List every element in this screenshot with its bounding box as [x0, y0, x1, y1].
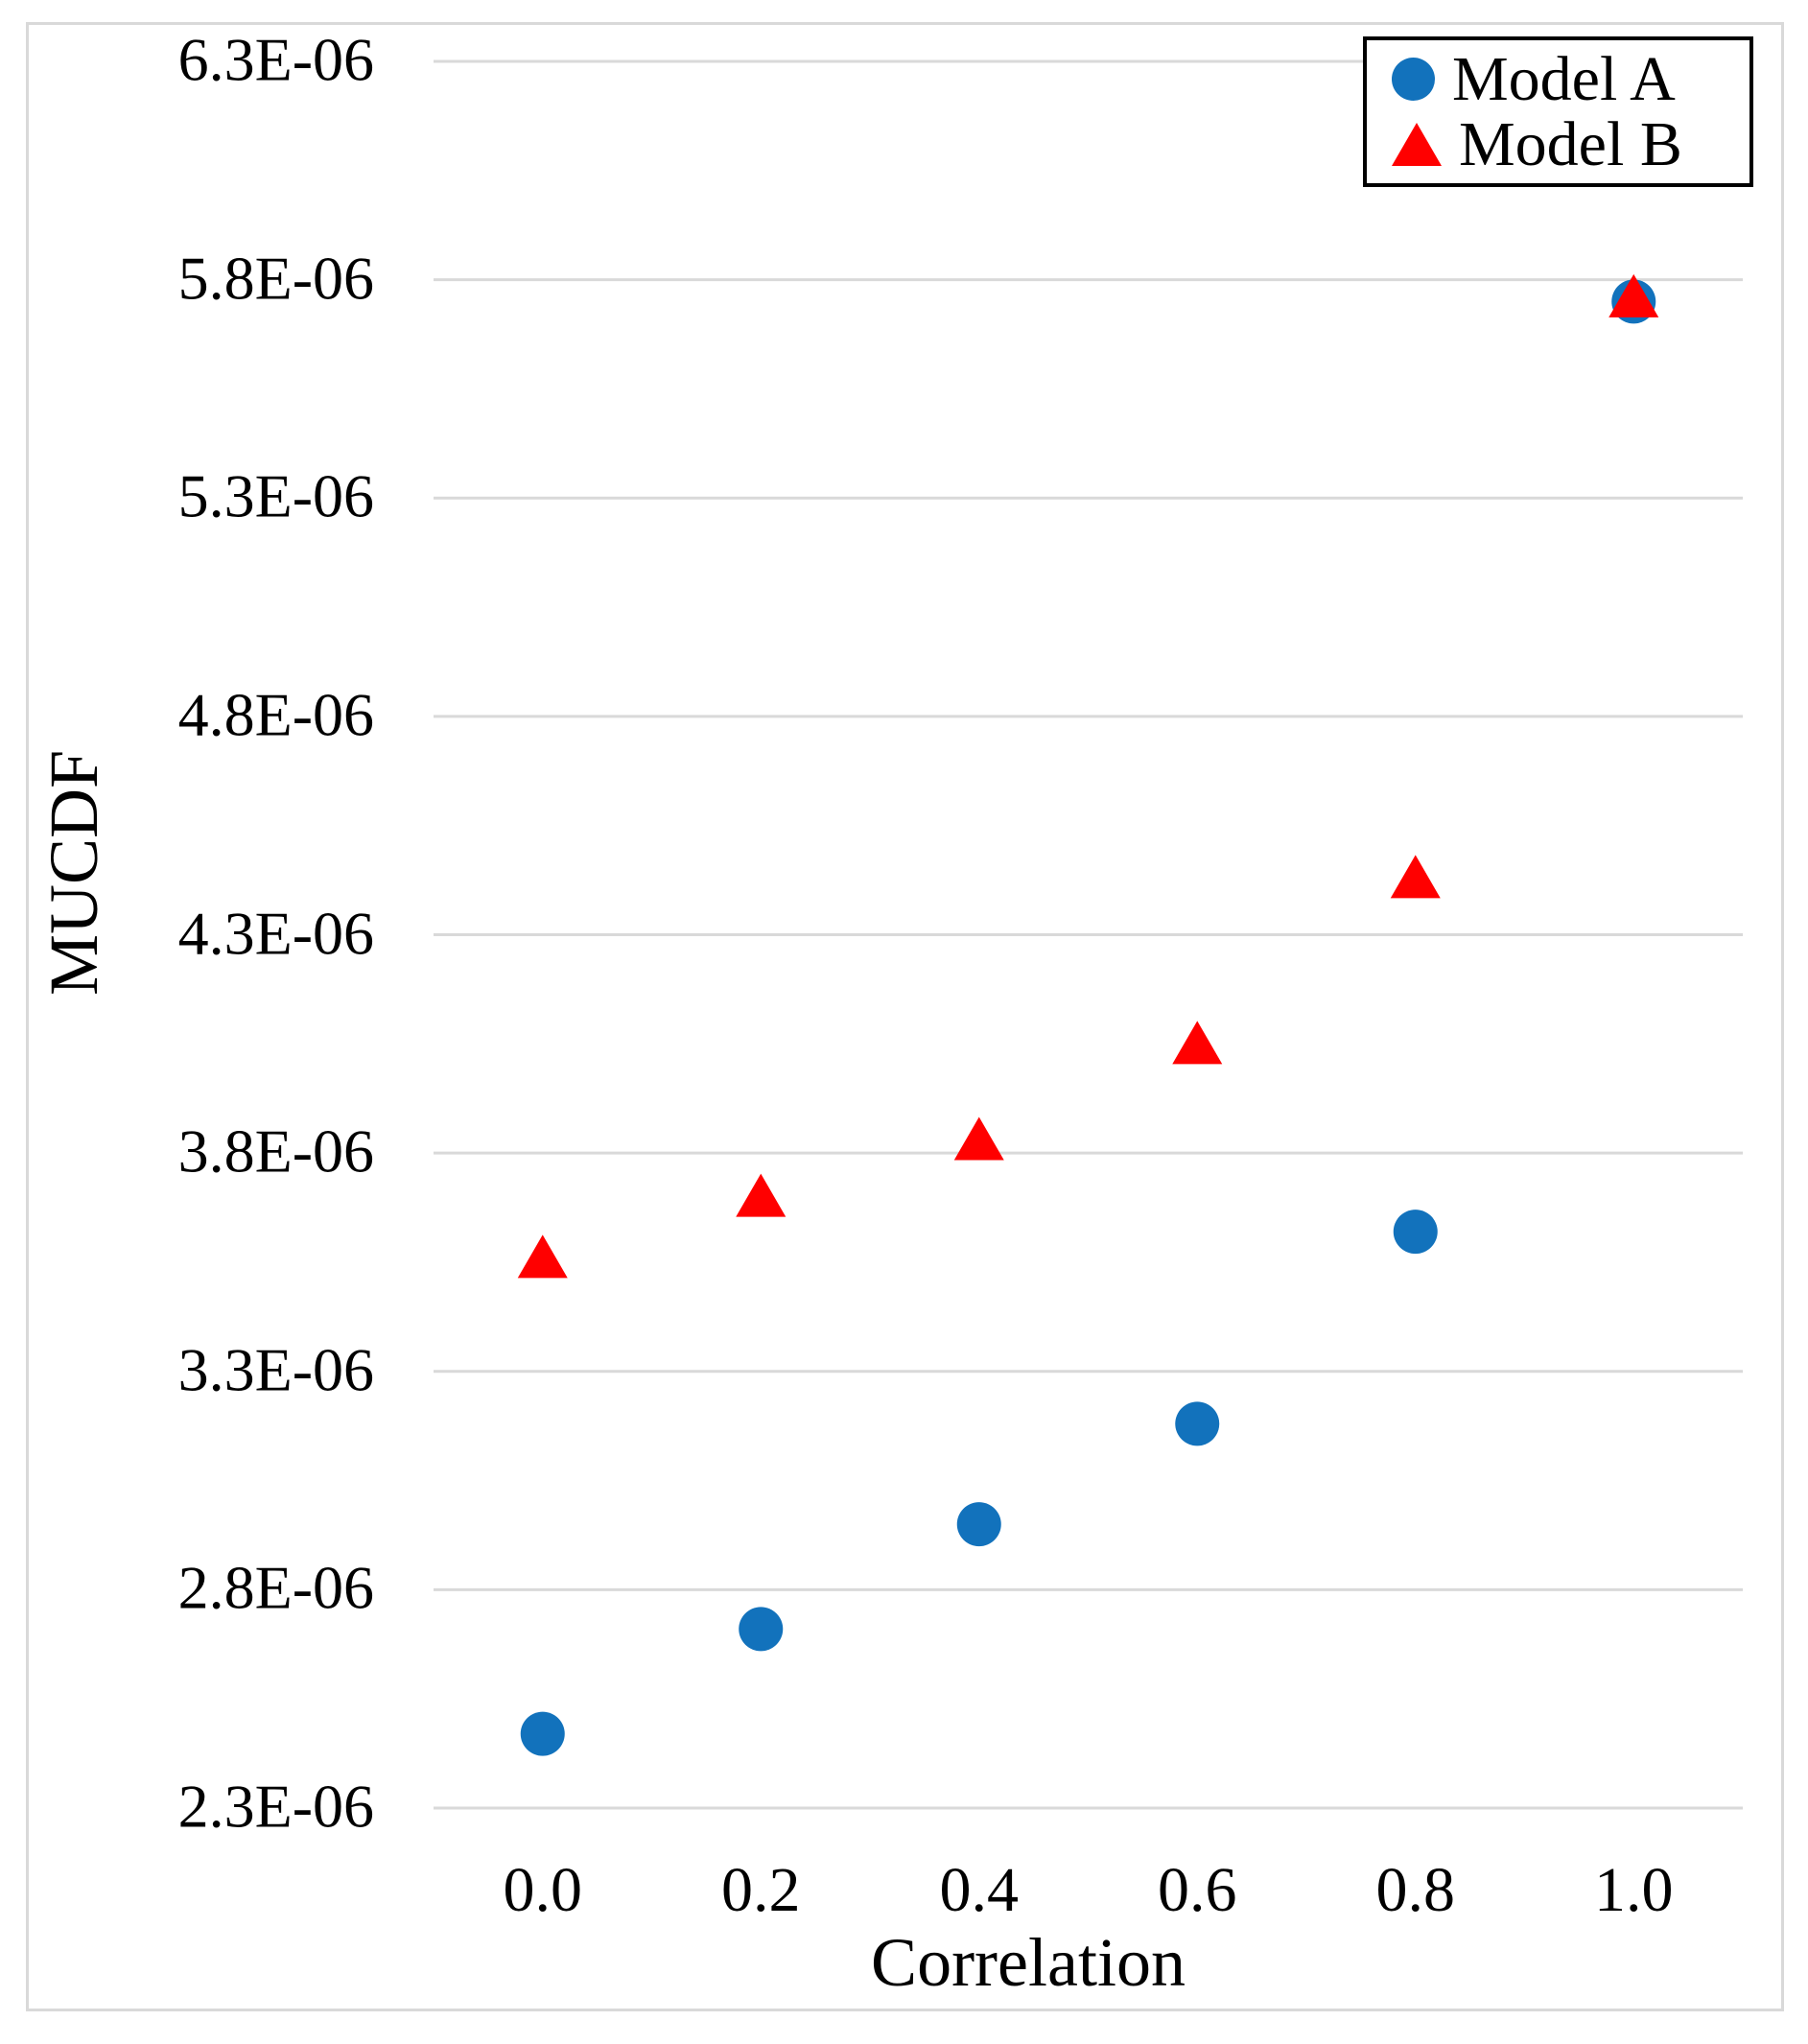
legend-label: Model A — [1452, 43, 1676, 114]
x-axis-title: Correlation — [871, 1924, 1186, 2001]
data-point-model-a — [1393, 1210, 1438, 1255]
data-point-model-b — [1390, 855, 1441, 899]
data-point-model-b — [736, 1173, 787, 1217]
y-tick-label: 4.8E-06 — [177, 680, 374, 749]
data-point-model-b — [953, 1116, 1004, 1161]
x-tick-label: 0.8 — [1375, 1855, 1456, 1925]
x-tick-label: 0.6 — [1158, 1855, 1237, 1925]
legend-item-model-b: Model B — [1392, 112, 1749, 176]
y-tick-label: 5.8E-06 — [177, 244, 374, 313]
data-point-model-a — [739, 1607, 784, 1652]
legend-item-model-a: Model A — [1392, 47, 1749, 110]
data-point-model-a — [956, 1502, 1001, 1547]
x-tick-label: 0.2 — [721, 1855, 801, 1925]
circle-marker-icon — [1392, 58, 1435, 101]
y-tick-label: 6.3E-06 — [177, 25, 374, 94]
data-point-model-a — [520, 1711, 565, 1756]
data-point-model-b — [1172, 1021, 1223, 1065]
triangle-marker-icon — [1392, 123, 1442, 166]
y-axis-title: MUCDF — [35, 749, 112, 997]
y-tick-label: 3.8E-06 — [177, 1116, 374, 1186]
legend: Model A Model B — [1363, 36, 1753, 187]
y-tick-label: 2.8E-06 — [177, 1554, 374, 1623]
x-tick-label: 0.4 — [939, 1855, 1020, 1925]
y-tick-label: 4.3E-06 — [177, 899, 374, 968]
y-tick-label: 5.3E-06 — [177, 461, 374, 530]
data-point-model-b — [1608, 273, 1659, 317]
figure-frame — [26, 22, 1784, 2011]
y-tick-label: 3.3E-06 — [177, 1335, 374, 1404]
x-tick-label: 1.0 — [1594, 1855, 1674, 1925]
x-tick-label: 0.0 — [503, 1855, 583, 1925]
legend-label: Model B — [1459, 108, 1682, 179]
data-point-model-a — [1175, 1401, 1220, 1446]
data-point-model-b — [517, 1234, 568, 1279]
y-tick-label: 2.3E-06 — [177, 1772, 374, 1841]
